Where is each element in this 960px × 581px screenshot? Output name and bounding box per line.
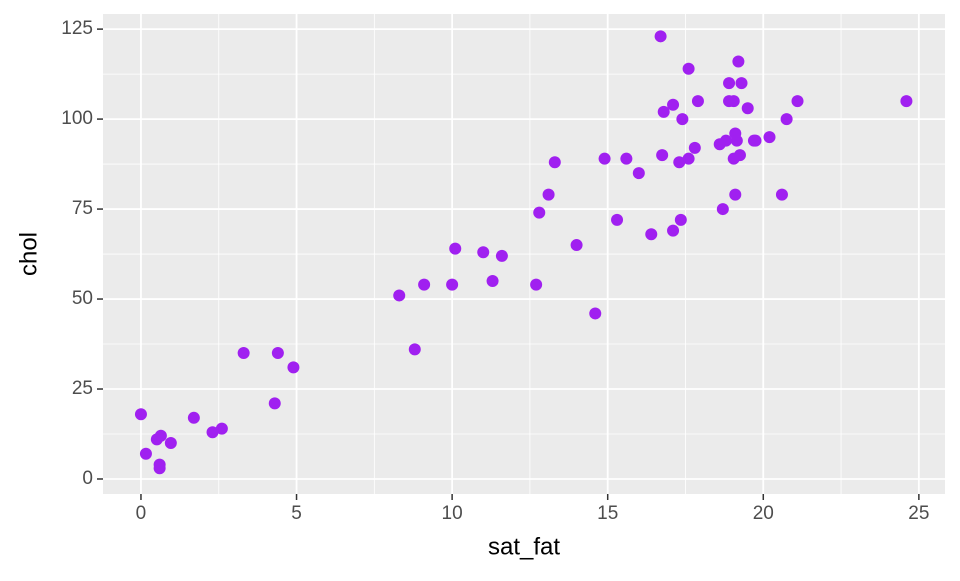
point: [271, 347, 284, 360]
point: [645, 228, 658, 241]
point: [749, 134, 762, 147]
point: [611, 213, 624, 226]
point: [542, 188, 555, 201]
point: [673, 156, 686, 169]
point: [287, 361, 300, 374]
point: [791, 95, 804, 108]
point: [533, 206, 546, 219]
x-tick-label: 20: [753, 503, 774, 524]
point: [716, 203, 729, 216]
point: [598, 152, 611, 165]
point: [682, 62, 695, 75]
y-tick-label: 0: [82, 468, 93, 489]
point: [477, 246, 490, 259]
point: [682, 152, 695, 165]
y-tick-label: 100: [61, 108, 93, 129]
y-tick-label: 75: [72, 198, 93, 219]
point: [449, 242, 462, 255]
point: [632, 167, 645, 180]
y-tick-label: 125: [61, 18, 93, 39]
point: [723, 77, 736, 90]
x-tick-label: 25: [908, 503, 929, 524]
point: [620, 152, 633, 165]
point: [408, 343, 421, 356]
point: [139, 447, 152, 460]
point: [393, 289, 406, 302]
point: [730, 134, 743, 147]
point: [657, 105, 670, 118]
point: [733, 149, 746, 162]
point: [548, 156, 561, 169]
x-tick-label: 0: [136, 503, 147, 524]
point: [732, 55, 745, 68]
point: [654, 30, 667, 43]
point: [495, 249, 508, 262]
point: [215, 422, 228, 435]
point: [530, 278, 543, 291]
point: [154, 429, 167, 442]
point: [674, 213, 687, 226]
point: [206, 426, 219, 439]
y-tick-label: 50: [72, 288, 93, 309]
x-tick-label: 10: [442, 503, 463, 524]
point: [134, 408, 147, 421]
x-axis-title: sat_fat: [488, 533, 560, 560]
point: [719, 134, 732, 147]
point: [656, 149, 669, 162]
point: [676, 113, 689, 126]
point: [446, 278, 459, 291]
y-axis-title: chol: [15, 232, 42, 276]
x-tick-label: 5: [291, 503, 302, 524]
point: [763, 131, 776, 144]
point: [667, 98, 680, 111]
point: [900, 95, 913, 108]
point: [164, 437, 177, 450]
point: [727, 95, 740, 108]
point: [691, 95, 704, 108]
point: [775, 188, 788, 201]
point: [570, 239, 583, 252]
point: [780, 113, 793, 126]
point: [486, 275, 499, 288]
y-tick-label: 25: [72, 378, 93, 399]
point: [268, 397, 281, 410]
x-tick-label: 15: [597, 503, 618, 524]
point: [418, 278, 431, 291]
point: [667, 224, 680, 237]
point: [237, 347, 250, 360]
point: [729, 188, 742, 201]
point: [153, 462, 166, 475]
point: [735, 77, 748, 90]
point: [741, 102, 754, 115]
point: [589, 307, 602, 320]
point: [688, 141, 701, 154]
point: [187, 411, 200, 424]
